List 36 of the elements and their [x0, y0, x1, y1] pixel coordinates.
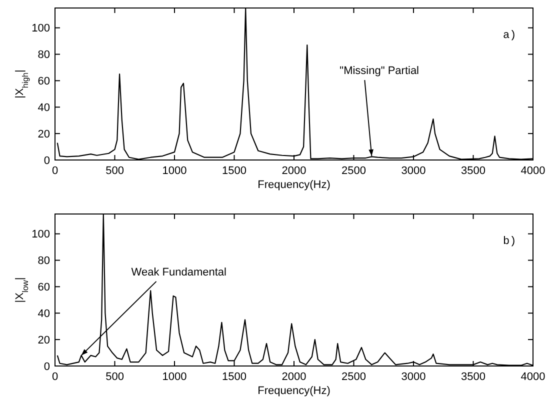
x-axis-title: Frequency(Hz) — [258, 385, 330, 397]
annotation: Weak Fundamental — [131, 266, 226, 278]
y-tick-label: 20 — [38, 128, 50, 140]
x-tick-label: 500 — [106, 165, 124, 177]
y-tick-label: 0 — [44, 360, 50, 373]
x-tick-label: 2000 — [282, 165, 306, 177]
y-tick-label: 60 — [38, 282, 50, 294]
x-tick-label: 1500 — [222, 165, 246, 177]
x-tick-label: 0 — [52, 371, 58, 383]
x-tick-label: 1000 — [162, 165, 187, 177]
y-tick-label: 80 — [38, 255, 50, 268]
y-tick-label: 40 — [38, 308, 50, 320]
y-tick-label: 0 — [44, 154, 50, 167]
x-tick-label: 2500 — [342, 371, 366, 383]
x-tick-label: 3000 — [401, 371, 426, 383]
x-axis-title: Frequency(Hz) — [258, 179, 330, 191]
x-tick-label: 0 — [52, 165, 58, 177]
x-tick-label: 2500 — [342, 165, 366, 177]
x-tick-label: 4000 — [520, 165, 546, 177]
x-tick-label: 2000 — [282, 371, 306, 383]
x-tick-label: 3000 — [401, 165, 426, 177]
x-tick-label: 1000 — [162, 371, 187, 383]
x-tick-label: 3500 — [461, 371, 486, 383]
x-tick-label: 500 — [106, 371, 124, 383]
y-tick-label: 60 — [38, 76, 50, 88]
y-tick-label: 100 — [32, 22, 50, 35]
annotation: b) — [503, 236, 516, 248]
y-tick-label: 20 — [38, 334, 50, 346]
annotation: "Missing" Partial — [340, 65, 420, 78]
x-tick-label: 1500 — [222, 371, 246, 383]
x-tick-label: 3500 — [461, 165, 486, 177]
x-tick-label: 4000 — [520, 371, 546, 383]
y-tick-label: 40 — [38, 102, 50, 114]
y-tick-label: 80 — [38, 49, 50, 62]
annotation: a) — [503, 30, 516, 42]
y-tick-label: 100 — [32, 228, 50, 241]
